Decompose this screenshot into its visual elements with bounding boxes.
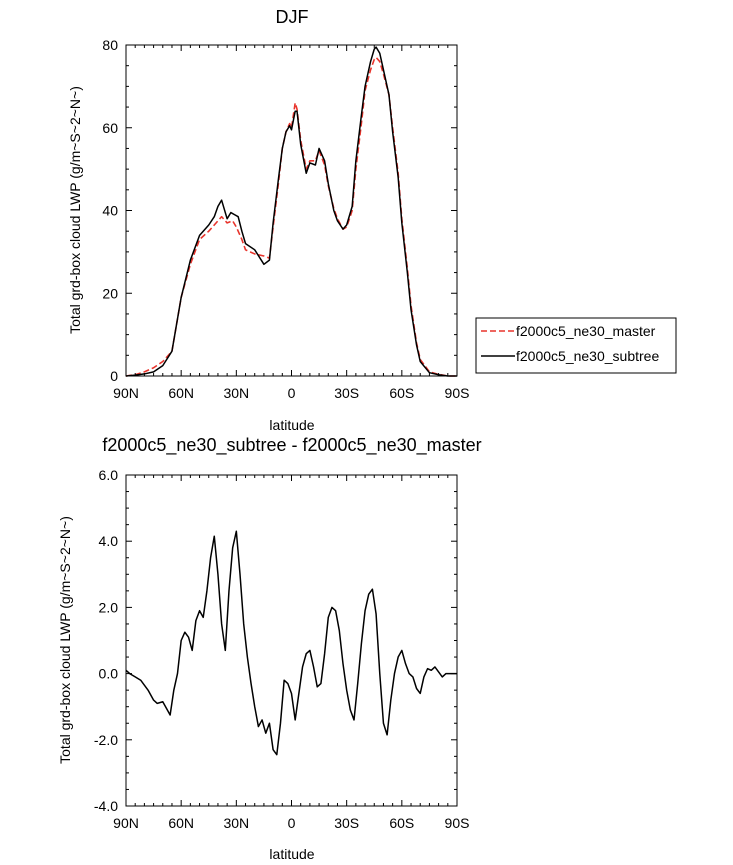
x-tick-label: 30N bbox=[223, 815, 249, 831]
x-tick-label: 30S bbox=[334, 385, 359, 401]
x-tick-label: 60S bbox=[389, 815, 414, 831]
x-tick-label: 60N bbox=[168, 815, 194, 831]
x-axis-label: latitude bbox=[269, 417, 314, 433]
y-tick-label: -2.0 bbox=[94, 732, 118, 748]
legend: f2000c5_ne30_master f2000c5_ne30_subtree bbox=[475, 317, 677, 374]
djf-lwp-panel: DJF 90N 60N 30N 0 30S 60S 90S 0 20 40 60 80 latitu… bbox=[67, 7, 677, 433]
legend-entry-master: f2000c5_ne30_master bbox=[516, 323, 656, 339]
x-tick-label: 90S bbox=[445, 815, 470, 831]
x-tick-label: 90N bbox=[113, 815, 139, 831]
x-axis-ticks: 90N 60N 30N 0 30S 60S 90S bbox=[113, 475, 469, 831]
series-line-f2000c5-ne30-subtree bbox=[125, 46, 457, 377]
x-tick-label: 0 bbox=[288, 385, 296, 401]
y-axis-ticks: 0 20 40 60 80 bbox=[102, 37, 457, 384]
legend-entry-subtree: f2000c5_ne30_subtree bbox=[516, 348, 659, 364]
legend-box bbox=[475, 317, 677, 374]
y-tick-label: 60 bbox=[102, 120, 118, 136]
y-tick-label: 0 bbox=[110, 368, 118, 384]
y-axis-label: Total grd-box cloud LWP (g/m~S~2~N~) bbox=[67, 86, 83, 334]
y-tick-label: 6.0 bbox=[99, 467, 119, 483]
x-tick-label: 90N bbox=[113, 385, 139, 401]
x-tick-label: 60S bbox=[389, 385, 414, 401]
y-tick-label: 20 bbox=[102, 285, 118, 301]
y-tick-label: 40 bbox=[102, 203, 118, 219]
y-axis-ticks: -4.0 -2.0 0.0 2.0 4.0 6.0 bbox=[94, 467, 457, 814]
x-tick-label: 30S bbox=[334, 815, 359, 831]
x-tick-label: 0 bbox=[288, 815, 296, 831]
y-tick-label: -4.0 bbox=[94, 798, 118, 814]
x-tick-label: 30N bbox=[223, 385, 249, 401]
series-group bbox=[125, 46, 457, 377]
y-tick-label: 4.0 bbox=[99, 533, 119, 549]
x-tick-label: 60N bbox=[168, 385, 194, 401]
difference-panel: f2000c5_ne30_subtree - f2000c5_ne30_mast… bbox=[57, 435, 482, 862]
y-tick-label: 80 bbox=[102, 37, 118, 53]
series-line-f2000c5-ne30-subtree-f2000c5-ne30-master bbox=[125, 530, 457, 756]
x-axis-label: latitude bbox=[269, 846, 314, 862]
y-tick-label: 2.0 bbox=[99, 599, 119, 615]
chart-title: f2000c5_ne30_subtree - f2000c5_ne30_mast… bbox=[102, 435, 481, 456]
plot-frame bbox=[125, 474, 458, 807]
y-tick-label: 0.0 bbox=[99, 666, 119, 682]
series-group bbox=[125, 530, 457, 756]
y-axis-label: Total grd-box cloud LWP (g/m~S~2~N~) bbox=[57, 516, 73, 764]
chart-title: DJF bbox=[276, 7, 309, 27]
x-tick-label: 90S bbox=[445, 385, 470, 401]
x-axis-ticks: 90N 60N 30N 0 30S 60S 90S bbox=[113, 45, 469, 401]
